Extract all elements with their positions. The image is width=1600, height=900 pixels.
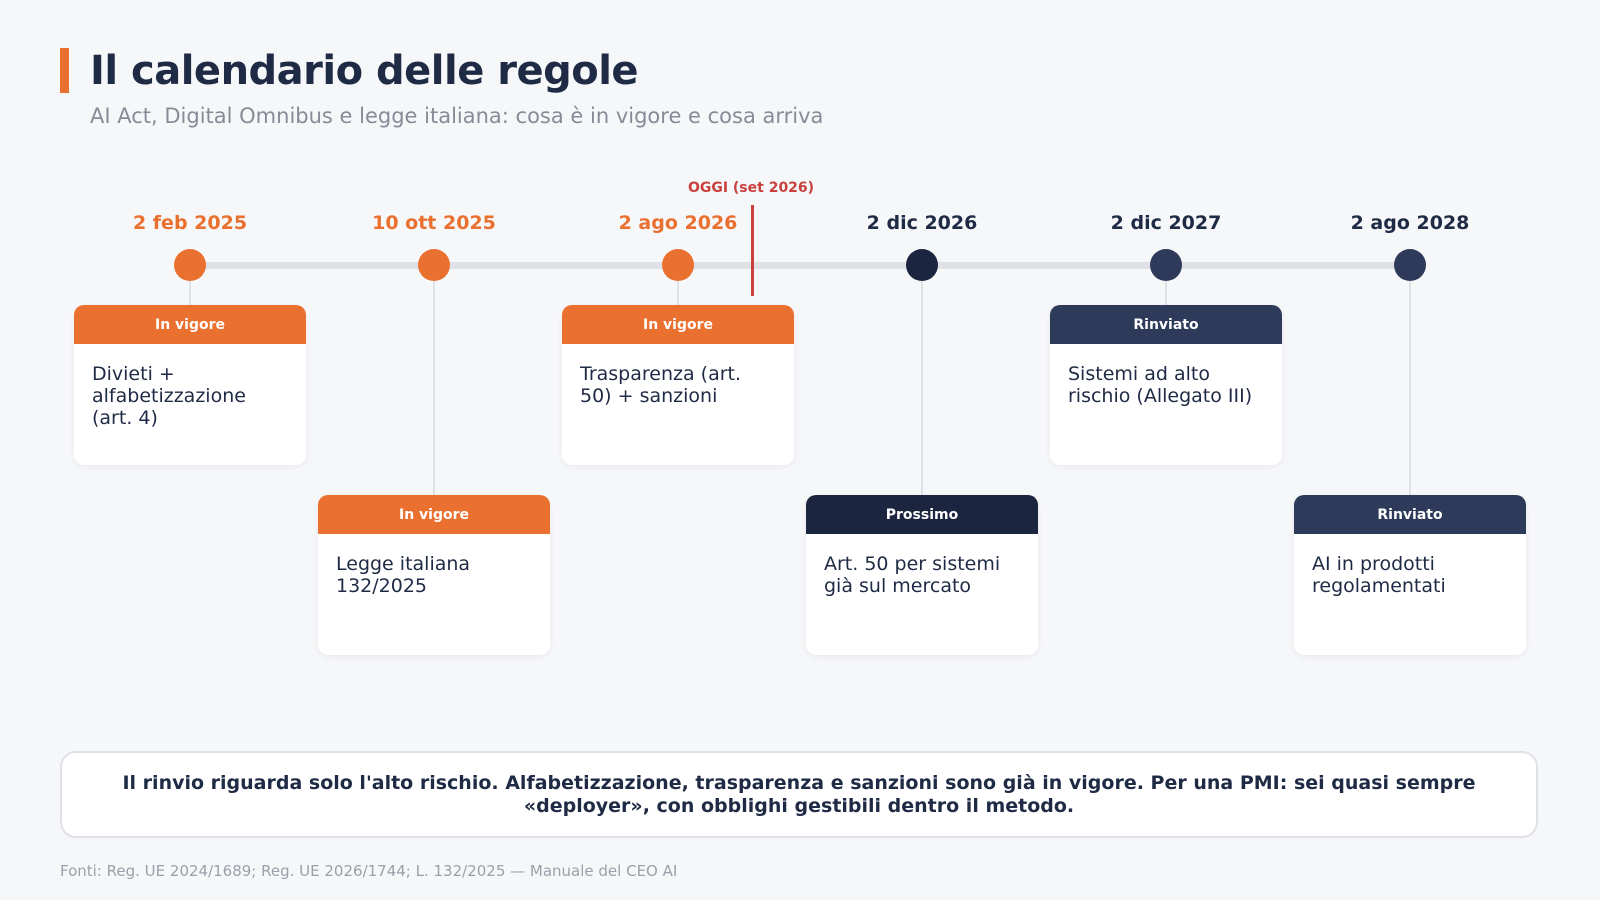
- milestone-date: 2 dic 2026: [866, 212, 978, 234]
- timeline-axis: [190, 262, 1410, 269]
- milestone-connector: [433, 281, 435, 495]
- status-badge: Rinviato: [1294, 495, 1526, 534]
- milestone-connector: [921, 281, 923, 495]
- milestone-dot: [662, 249, 694, 281]
- milestone-aug-2026: 2 ago 2026 In vigore Trasparenza (art. 5…: [562, 0, 794, 900]
- status-badge: In vigore: [74, 305, 306, 344]
- milestone-description: Legge italiana 132/2025: [336, 553, 471, 597]
- milestone-card: In vigore Trasparenza (art. 50) + sanzio…: [562, 305, 794, 465]
- source-note: Fonti: Reg. UE 2024/1689; Reg. UE 2026/1…: [60, 862, 678, 880]
- milestone-dec-2026: 2 dic 2026 Prossimo Art. 50 per sistemi …: [806, 0, 1038, 900]
- milestone-card: Prossimo Art. 50 per sistemi già sul mer…: [806, 495, 1038, 655]
- milestone-feb-2025: 2 feb 2025 In vigore Divieti + alfabetiz…: [74, 0, 306, 900]
- status-badge: Prossimo: [806, 495, 1038, 534]
- milestone-card: In vigore Legge italiana 132/2025: [318, 495, 550, 655]
- milestone-description: Trasparenza (art. 50) + sanzioni: [580, 363, 742, 407]
- milestone-connector: [677, 281, 679, 305]
- status-badge: In vigore: [318, 495, 550, 534]
- milestone-description: AI in prodotti regolamentati: [1312, 553, 1446, 597]
- milestone-aug-2028: 2 ago 2028 Rinviato AI in prodotti regol…: [1294, 0, 1526, 900]
- milestone-description: Divieti + alfabetizzazione (art. 4): [92, 363, 246, 429]
- page-subtitle: AI Act, Digital Omnibus e legge italiana…: [90, 104, 824, 128]
- milestone-card: Rinviato AI in prodotti regolamentati: [1294, 495, 1526, 655]
- status-badge: In vigore: [562, 305, 794, 344]
- today-marker-line: [751, 205, 754, 296]
- milestone-dot: [1150, 249, 1182, 281]
- page-title: Il calendario delle regole: [90, 48, 639, 94]
- milestone-dot: [1394, 249, 1426, 281]
- milestone-dec-2027: 2 dic 2027 Rinviato Sistemi ad alto risc…: [1050, 0, 1282, 900]
- milestone-dot: [906, 249, 938, 281]
- callout-text: Il rinvio riguarda solo l'alto rischio. …: [122, 771, 1476, 817]
- milestone-dot: [174, 249, 206, 281]
- milestone-card: Rinviato Sistemi ad alto rischio (Allega…: [1050, 305, 1282, 465]
- milestone-date: 10 ott 2025: [372, 212, 496, 234]
- milestone-oct-2025: 10 ott 2025 In vigore Legge italiana 132…: [318, 0, 550, 900]
- milestone-date: 2 ago 2028: [1350, 212, 1470, 234]
- milestone-connector: [189, 281, 191, 305]
- callout-box: Il rinvio riguarda solo l'alto rischio. …: [60, 751, 1538, 838]
- milestone-description: Art. 50 per sistemi già sul mercato: [824, 553, 1001, 597]
- today-marker-label: OGGI (set 2026): [687, 180, 815, 196]
- milestone-connector: [1409, 281, 1411, 495]
- milestone-description: Sistemi ad alto rischio (Allegato III): [1068, 363, 1253, 407]
- status-badge: Rinviato: [1050, 305, 1282, 344]
- milestone-date: 2 ago 2026: [618, 212, 738, 234]
- milestone-card: In vigore Divieti + alfabetizzazione (ar…: [74, 305, 306, 465]
- title-accent-bar: [60, 48, 69, 93]
- milestone-date: 2 dic 2027: [1110, 212, 1222, 234]
- milestone-dot: [418, 249, 450, 281]
- milestone-connector: [1165, 281, 1167, 305]
- milestone-date: 2 feb 2025: [132, 212, 248, 234]
